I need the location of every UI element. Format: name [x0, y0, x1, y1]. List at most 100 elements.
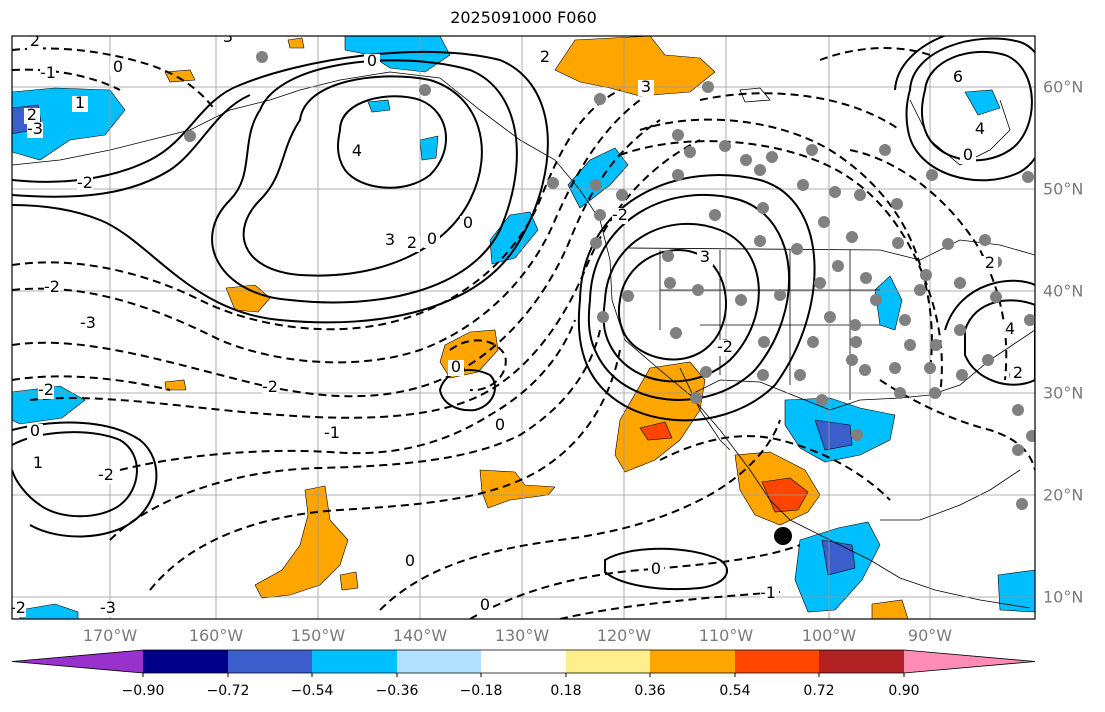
colorbar-tick-label: 0.36	[634, 683, 666, 699]
contour-label-bg	[72, 96, 88, 112]
contour-label-bg	[30, 456, 46, 472]
contour-label-bg	[697, 250, 713, 266]
negative-contours	[12, 47, 1035, 619]
colorbar-tick-label: 0.54	[719, 683, 751, 699]
contour-label-bg	[98, 468, 114, 484]
contour-label: 0	[651, 559, 661, 578]
map-plot-area	[12, 36, 1035, 619]
north-america-west-coast	[599, 219, 1031, 609]
contour-label: 0	[367, 51, 377, 70]
contour-label: 0	[405, 551, 415, 570]
colorbar-tick-label: −0.18	[459, 683, 503, 699]
lon-label-130w: 130°W	[494, 626, 550, 645]
contour-label: 0	[427, 229, 437, 248]
contour-label: -1	[760, 583, 776, 602]
contour-label: -2	[262, 377, 278, 396]
lat-label-50n: 50°N	[1043, 179, 1084, 199]
contour-label-bg	[80, 316, 96, 332]
colorbar-tick-label: −0.90	[121, 683, 165, 699]
canada-border	[627, 239, 1035, 261]
lon-label-90w: 90°W	[907, 626, 953, 645]
contour-label-bg	[27, 122, 43, 138]
colorbar-bin	[397, 650, 481, 673]
contour-label: 0	[480, 595, 490, 614]
orange-patch-pacific-mid	[225, 284, 271, 313]
blue-patch-caribbean	[997, 569, 1035, 613]
contour-label-bg	[44, 280, 60, 296]
contour-label: 0	[451, 357, 461, 376]
contour-label-bg	[40, 66, 56, 82]
contour-label: 6	[953, 67, 963, 86]
contour-label: 4	[1005, 319, 1015, 338]
contour-label: 1	[33, 453, 43, 472]
contour-label: -2	[612, 205, 628, 224]
contour-label-bg	[324, 426, 340, 442]
contour-label: -2	[10, 598, 26, 617]
contour-label-bg	[760, 586, 776, 602]
contour-label: 2	[540, 47, 550, 66]
lat-label-60n: 60°N	[1043, 77, 1084, 97]
contour-label: -2	[77, 173, 93, 192]
contour-label: -2	[717, 337, 733, 356]
contour-label-bg	[12, 601, 26, 617]
contour-label-bg	[404, 236, 420, 252]
contour-label: 0	[963, 145, 973, 164]
contour-label: 1	[75, 93, 85, 112]
orange-patch-tiny-3	[339, 571, 359, 591]
colorbar-tick-label: 0.90	[888, 683, 920, 699]
map-frame	[11, 35, 1036, 620]
contour-label-bg	[364, 54, 380, 70]
lon-label-160w: 160°W	[188, 626, 244, 645]
central-america	[880, 469, 1021, 521]
lon-label-120w: 120°W	[596, 626, 652, 645]
contour-label-bg	[717, 340, 733, 356]
contour-label: -2	[38, 380, 54, 399]
orange-patch-baja	[614, 361, 706, 473]
colorbar-tick-label: 0.72	[803, 683, 835, 699]
blue-patch-small	[367, 99, 391, 113]
colorbar-bin	[312, 650, 397, 673]
contour-label: 3	[641, 77, 651, 96]
colorbar-tick-label: −0.36	[375, 683, 419, 699]
orange-patch-small-mid	[164, 379, 187, 391]
contour-label: 0	[113, 57, 123, 76]
contour-label: 4	[975, 119, 985, 138]
contour-label-bg	[424, 232, 440, 248]
red-patch-baja	[639, 421, 673, 441]
contour-label-bg	[27, 424, 43, 440]
contour-label-bg	[638, 80, 654, 96]
contour-label-bg	[492, 418, 508, 434]
lon-label-110w: 110°W	[698, 626, 754, 645]
contour-label-bg	[972, 122, 988, 138]
blue-patch-great-lakes	[874, 275, 903, 331]
colorbar-tick-label: −0.54	[290, 683, 334, 699]
contour-label-bg	[1010, 366, 1026, 382]
contour-label: 2	[1013, 363, 1023, 382]
contour-label: 0	[495, 415, 505, 434]
contour-label-bg	[982, 256, 998, 272]
shaded-negative-anomalies	[12, 36, 1035, 619]
orange-patch-se	[871, 599, 909, 619]
greenland-edge	[739, 87, 771, 103]
lat-label-20n: 20°N	[1043, 485, 1084, 505]
blue-patch-gulf-alaska	[344, 36, 451, 73]
contour-label-bg	[648, 562, 664, 578]
contour-label-bg	[382, 233, 398, 249]
lat-label-10n: 10°N	[1043, 587, 1084, 607]
colorbar-bin	[143, 650, 228, 673]
contour-label: -2	[44, 277, 60, 296]
colorbar-bin	[819, 650, 904, 673]
colorbar-bin	[650, 650, 735, 673]
lon-label-150w: 150°W	[290, 626, 346, 645]
storm-position-marker	[774, 527, 792, 545]
contour-label: -2	[98, 465, 114, 484]
contour-label-bg	[537, 50, 553, 66]
lat-label-30n: 30°N	[1043, 383, 1084, 403]
shaded-positive-anomalies	[164, 36, 909, 619]
blue-patch-sw-corner	[19, 603, 79, 619]
orange-patch-tiny-1	[287, 37, 305, 49]
colorbar-bin	[566, 650, 650, 673]
colorbar	[11, 649, 1036, 677]
